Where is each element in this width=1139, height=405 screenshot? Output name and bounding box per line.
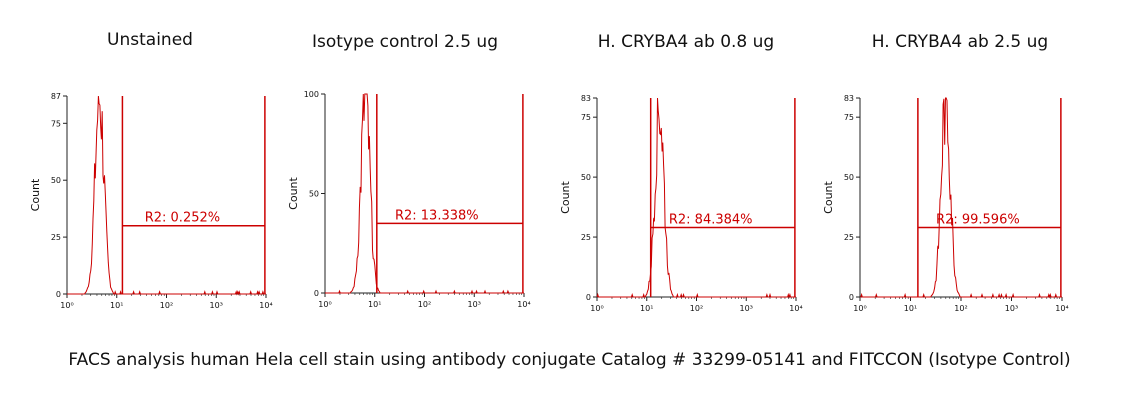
x-tick-label: 10⁰	[590, 304, 603, 313]
y-tick-label: 75	[844, 113, 854, 122]
x-tick-label: 10²	[418, 300, 431, 309]
y-axis-label: Count	[559, 180, 572, 213]
panel-title: Isotype control 2.5 ug	[312, 32, 498, 52]
panel-title: H. CRYBA4 ab 2.5 ug	[871, 32, 1049, 52]
x-tick-label: 10³	[1005, 304, 1018, 313]
y-tick-label: 25	[51, 233, 61, 242]
panel-title: H. CRYBA4 ab 0.8 ug	[597, 32, 775, 52]
x-tick-label: 10³	[740, 304, 753, 313]
y-tick-label: 75	[51, 119, 61, 128]
figure-caption: FACS analysis human Hela cell stain usin…	[68, 350, 1071, 370]
panel-title: Unstained	[107, 30, 193, 50]
x-tick-label: 10¹	[904, 304, 917, 313]
x-tick-label: 10¹	[368, 300, 381, 309]
gate-label: R2: 84.384%	[669, 212, 753, 227]
y-tick-label: 0	[586, 293, 591, 302]
x-tick-label: 10³	[210, 301, 223, 310]
histogram-trace	[67, 95, 266, 296]
y-tick-label: 75	[581, 113, 591, 122]
y-tick-label: 50	[309, 190, 319, 199]
gate-label: R2: 0.252%	[145, 211, 220, 226]
x-tick-label: 10⁰	[853, 304, 866, 313]
y-tick-label: 83	[844, 94, 854, 103]
y-tick-label: 50	[581, 173, 591, 182]
x-tick-label: 10²	[160, 301, 173, 310]
histogram-trace	[860, 97, 1062, 299]
y-axis-label: Count	[822, 180, 835, 213]
x-tick-label: 10⁴	[789, 304, 802, 313]
y-tick-label: 25	[581, 233, 591, 242]
x-tick-label: 10²	[690, 304, 703, 313]
histogram-trace	[325, 93, 524, 294]
y-tick-label: 25	[844, 233, 854, 242]
y-tick-label: 100	[304, 90, 319, 99]
histogram-trace	[596, 97, 796, 299]
y-tick-label: 50	[51, 176, 61, 185]
x-tick-label: 10²	[954, 304, 967, 313]
x-tick-label: 10⁴	[259, 301, 272, 310]
x-tick-label: 10⁴	[1055, 304, 1068, 313]
y-tick-label: 83	[581, 94, 591, 103]
y-tick-label: 0	[849, 293, 854, 302]
y-tick-label: 0	[56, 290, 61, 299]
x-tick-label: 10⁴	[517, 300, 530, 309]
y-tick-label: 87	[51, 92, 61, 101]
y-tick-label: 0	[314, 289, 319, 298]
x-tick-label: 10³	[468, 300, 481, 309]
x-tick-label: 10¹	[640, 304, 653, 313]
x-tick-label: 10¹	[110, 301, 123, 310]
y-axis-label: Count	[287, 176, 300, 209]
x-tick-label: 10⁰	[60, 301, 73, 310]
gate-label: R2: 13.338%	[395, 208, 479, 223]
gate-label: R2: 99.596%	[936, 212, 1020, 227]
y-axis-label: Count	[29, 178, 42, 211]
x-tick-label: 10⁰	[318, 300, 331, 309]
y-tick-label: 50	[844, 173, 854, 182]
